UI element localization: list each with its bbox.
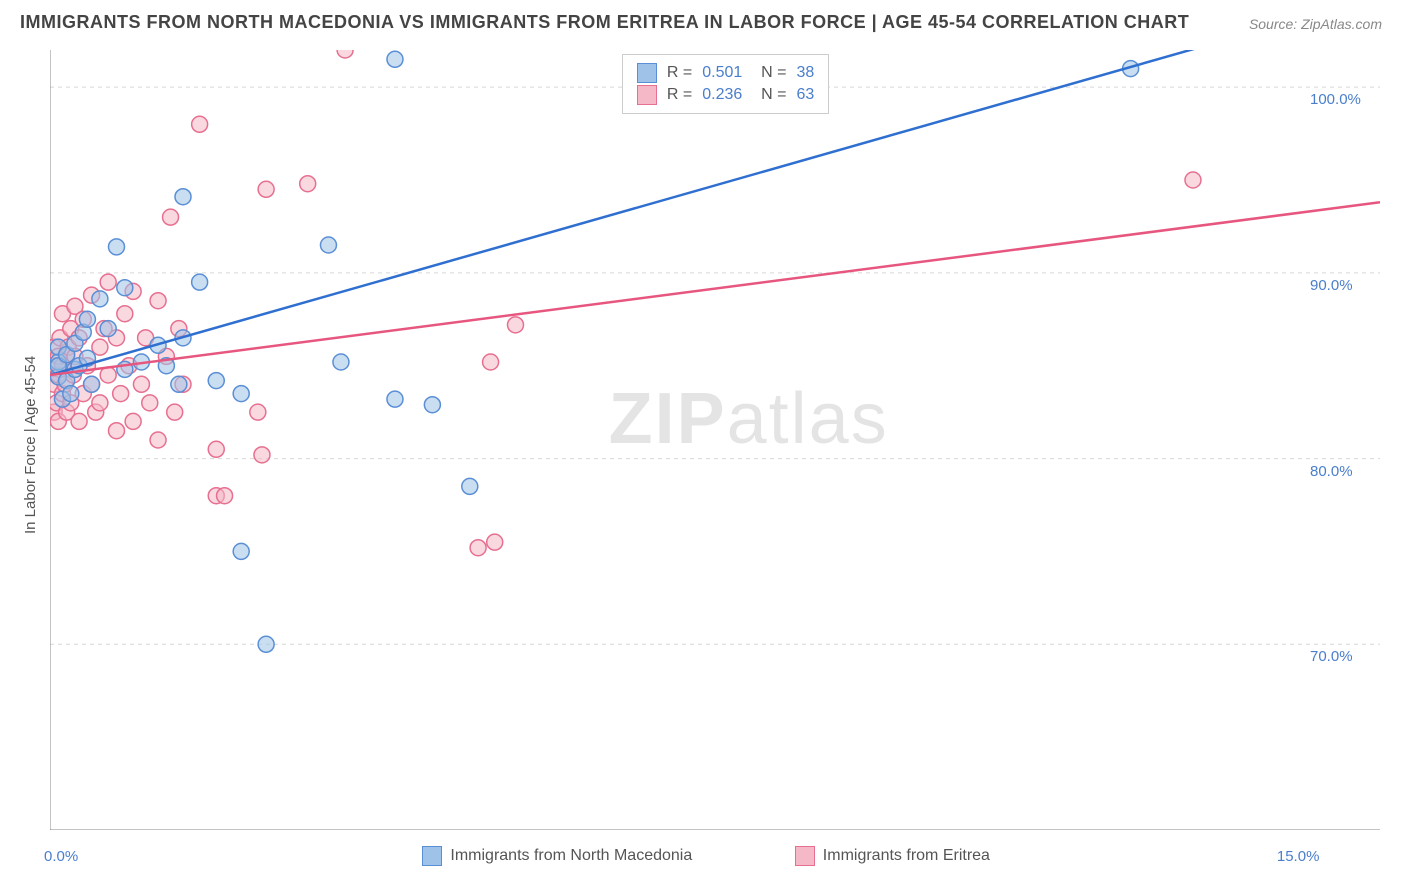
correlation-row: R = 0.501 N = 38 bbox=[637, 63, 814, 83]
legend-label: Immigrants from Eritrea bbox=[823, 847, 990, 865]
plot-area bbox=[50, 50, 1380, 830]
legend-item-1: Immigrants from Eritrea bbox=[795, 846, 990, 866]
correlation-row: R = 0.236 N = 63 bbox=[637, 85, 814, 105]
x-tick-label: 0.0% bbox=[44, 848, 78, 865]
x-tick-label: 15.0% bbox=[1277, 848, 1320, 865]
legend-swatch bbox=[637, 63, 657, 83]
source-label: Source: ZipAtlas.com bbox=[1249, 16, 1382, 32]
y-axis-title: In Labor Force | Age 45-54 bbox=[22, 355, 39, 533]
scatter-svg bbox=[50, 50, 1380, 830]
y-tick-label: 100.0% bbox=[1310, 91, 1361, 108]
legend-swatch bbox=[795, 846, 815, 866]
y-tick-label: 80.0% bbox=[1310, 463, 1353, 480]
y-tick-label: 70.0% bbox=[1310, 648, 1353, 665]
chart-container: IMMIGRANTS FROM NORTH MACEDONIA VS IMMIG… bbox=[0, 0, 1406, 892]
correlation-legend: R = 0.501 N = 38R = 0.236 N = 63 bbox=[622, 54, 829, 114]
chart-title: IMMIGRANTS FROM NORTH MACEDONIA VS IMMIG… bbox=[20, 12, 1189, 33]
legend-label: Immigrants from North Macedonia bbox=[450, 847, 692, 865]
legend-swatch bbox=[422, 846, 442, 866]
y-tick-label: 90.0% bbox=[1310, 277, 1353, 294]
legend-item-0: Immigrants from North Macedonia bbox=[422, 846, 692, 866]
legend-swatch bbox=[637, 85, 657, 105]
